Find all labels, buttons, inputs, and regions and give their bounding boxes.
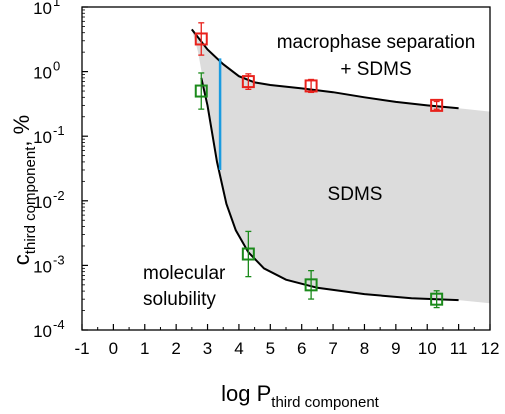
data-point-s1-p1	[241, 247, 255, 261]
y-tick-label-2: 10	[33, 193, 52, 212]
data-point-s0-p0	[194, 32, 208, 46]
y-axis-title-suffix: , %	[9, 115, 34, 147]
y-tick-label-1: 10	[33, 257, 52, 276]
x-tick-label-7: 6	[297, 339, 306, 358]
x-tick-label-3: 2	[171, 339, 180, 358]
data-point-s0-p1	[241, 75, 255, 89]
x-axis-title-main: log P	[221, 381, 271, 406]
y-tick-label-exp-1: -3	[53, 252, 65, 267]
data-point-s0-p3	[430, 98, 444, 112]
x-tick-label-12: 11	[450, 339, 468, 358]
data-point-s1-p2	[304, 278, 318, 292]
annotation-macrophase-line2: + SDMS	[340, 59, 411, 80]
y-tick-label-5: 10	[33, 0, 52, 18]
data-point-s1-p0	[194, 84, 208, 98]
x-axis-title: log Pthird component	[221, 381, 380, 411]
x-tick-label-6: 5	[266, 339, 275, 358]
x-tick-label-1: 0	[109, 339, 118, 358]
x-axis-title-sub: third component	[271, 394, 379, 411]
x-tick-label-0: -1	[74, 339, 89, 358]
x-tick-label-5: 4	[234, 339, 243, 358]
x-tick-label-4: 3	[203, 339, 212, 358]
x-tick-label-layer: -1 0 1 2 3 4 5 6 7 8 9 10 11 12	[74, 339, 499, 358]
annotation-molecular-line1: molecular	[143, 263, 226, 284]
y-tick-label-exp-2: -2	[53, 188, 65, 203]
annotation-macrophase-line1: macrophase separation	[277, 32, 476, 53]
y-tick-label-exp-0: -4	[53, 317, 65, 332]
shaded-region-layer	[191, 29, 491, 304]
lower-boundary-curve	[200, 77, 459, 302]
annotation-sdms: SDMS	[328, 184, 383, 205]
y-axis-title: cthird component, %	[9, 115, 39, 265]
x-tick-label-10: 9	[391, 339, 400, 358]
y-tick-label-0: 10	[33, 322, 52, 341]
x-tick-label-2: 1	[140, 339, 149, 358]
y-tick-label-exp-3: -1	[53, 123, 65, 138]
y-axis-title-sub: third component	[22, 146, 39, 254]
y-axis-title-main: c	[9, 254, 34, 265]
annotation-molecular-line2: solubility	[143, 289, 216, 310]
y-tick-label-3: 10	[33, 128, 52, 147]
x-tick-label-11: 10	[418, 339, 437, 358]
x-tick-label-13: 12	[481, 339, 500, 358]
y-tick-label-exp-5: 1	[53, 0, 60, 9]
y-tick-label-4: 10	[33, 64, 52, 83]
y-tick-label-exp-4: 0	[53, 59, 60, 74]
data-point-s0-p2	[304, 79, 318, 93]
x-tick-label-9: 8	[360, 339, 369, 358]
data-point-layer	[194, 22, 444, 309]
tick-layer	[81, 6, 491, 331]
data-point-s1-p3	[430, 292, 444, 306]
x-tick-label-8: 7	[328, 339, 337, 358]
sdms-shaded-region	[191, 29, 491, 304]
